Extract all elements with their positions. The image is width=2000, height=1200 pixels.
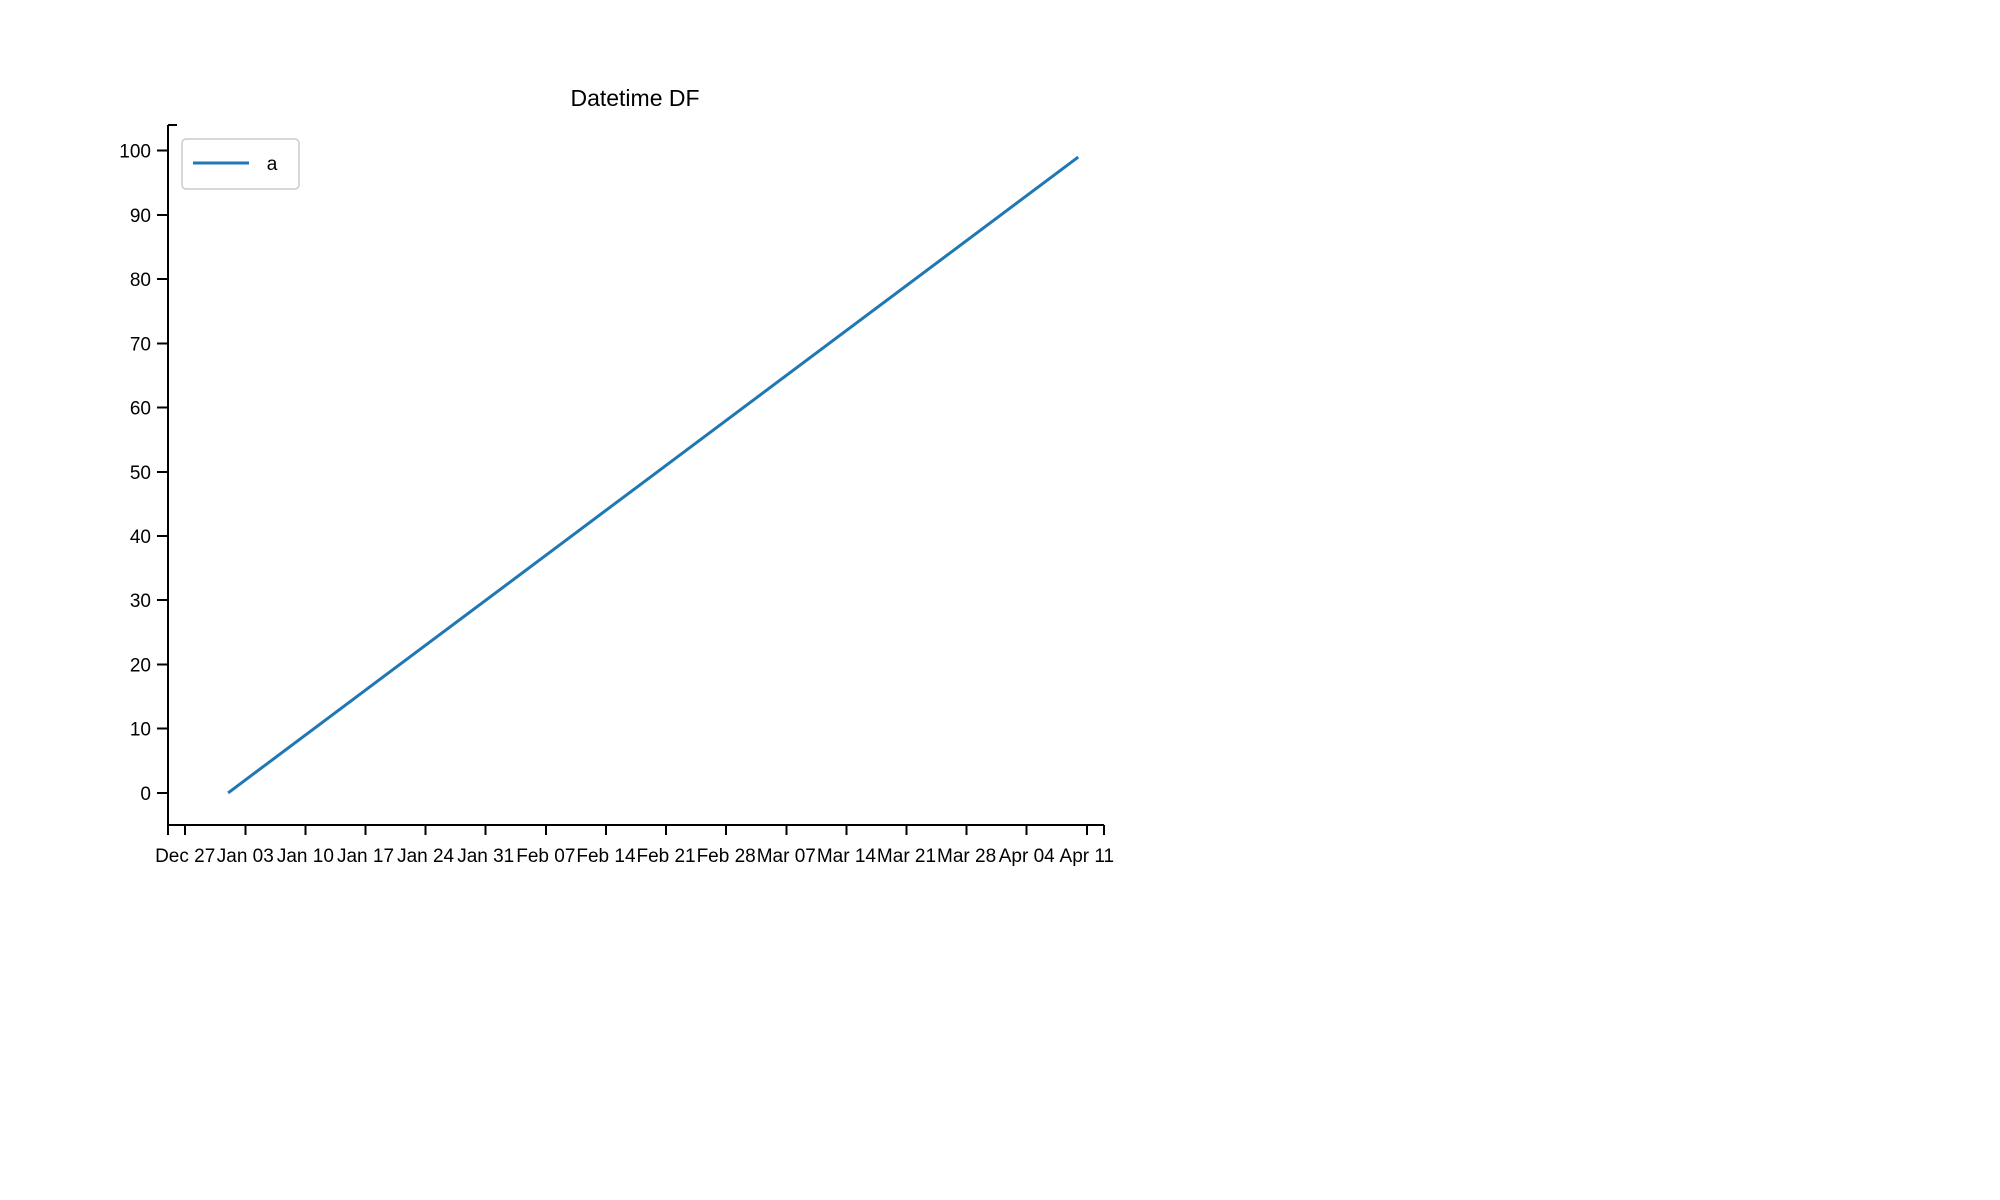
series-line-a	[228, 157, 1078, 793]
x-tick-label: Jan 31	[457, 846, 514, 867]
y-tick-label: 50	[130, 463, 151, 484]
y-tick-label: 10	[130, 720, 151, 741]
x-tick-label: Mar 14	[817, 846, 877, 867]
y-tick-label: 20	[130, 655, 151, 676]
y-tick-label: 80	[130, 270, 151, 291]
y-tick-label: 70	[130, 334, 151, 355]
y-tick-label: 0	[140, 784, 151, 805]
x-tick-label: Jan 17	[337, 846, 394, 867]
plot-area	[228, 157, 1078, 793]
y-axis: 0 10 20 30 40 50 60 70 80 90 100	[119, 125, 177, 833]
x-axis: Dec 27 Jan 03 Jan 10 Jan 17 Jan 24 Jan 31 Feb …	[155, 825, 1114, 867]
y-tick-label: 100	[119, 142, 151, 163]
legend-label: a	[267, 154, 278, 175]
y-tick-label: 90	[130, 206, 151, 227]
legend: a	[182, 139, 299, 189]
x-tick-label: Jan 24	[397, 846, 454, 867]
chart-title: Datetime DF	[570, 85, 699, 111]
x-tick-label: Mar 07	[757, 846, 816, 867]
x-tick-label: Feb 21	[636, 846, 695, 867]
x-tick-label: Dec 27	[155, 846, 215, 867]
x-tick-label: Mar 21	[877, 846, 936, 867]
y-tick-label: 40	[130, 527, 151, 548]
x-tick-label: Apr 11	[1060, 846, 1115, 867]
x-tick-label: Feb 28	[697, 846, 756, 867]
x-tick-label: Jan 10	[277, 846, 334, 867]
y-tick-label: 30	[130, 591, 151, 612]
x-tick-label: Mar 28	[937, 846, 996, 867]
x-tick-label: Feb 07	[516, 846, 575, 867]
x-tick-label: Jan 03	[217, 846, 274, 867]
x-tick-label: Feb 14	[576, 846, 636, 867]
x-tick-label: Apr 04	[999, 846, 1055, 867]
y-tick-label: 60	[130, 399, 151, 420]
